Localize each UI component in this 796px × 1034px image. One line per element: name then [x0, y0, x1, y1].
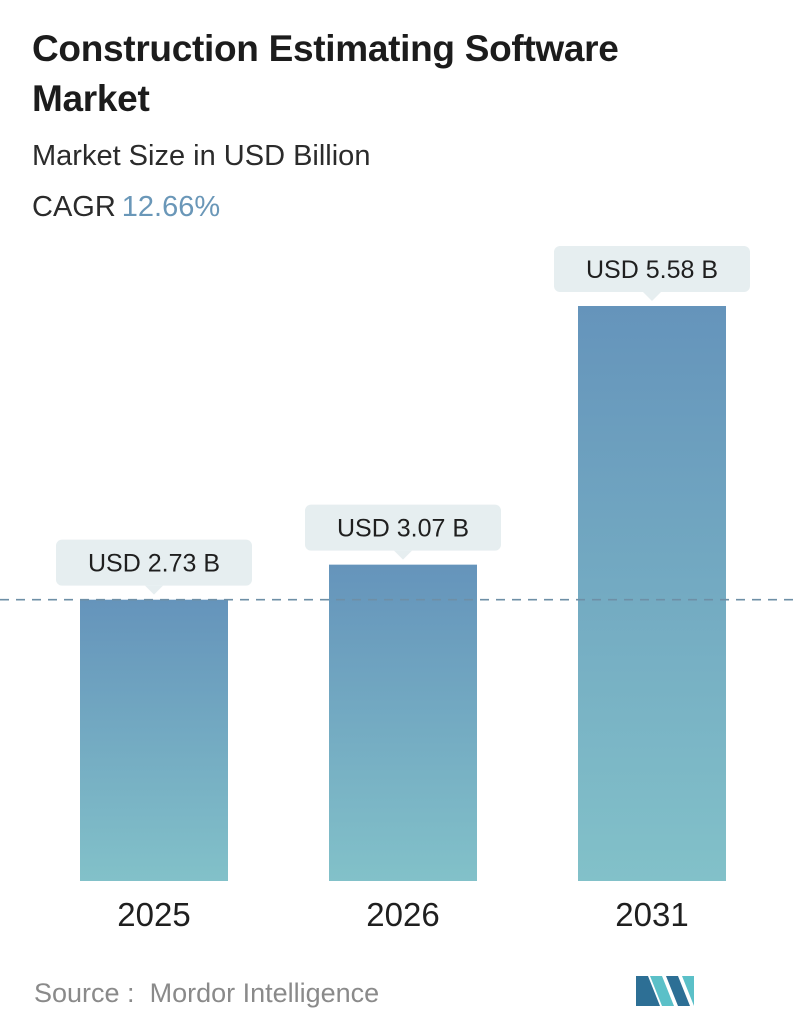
x-axis-ticks: 2025 2026 2031: [117, 896, 688, 933]
x-tick-label-2026: 2026: [366, 896, 439, 933]
data-label-bubble: [554, 246, 750, 292]
bar-2031: [578, 306, 726, 881]
x-tick-label-2025: 2025: [117, 896, 190, 933]
data-label-text: USD 5.58 B: [586, 256, 718, 284]
data-label-text: USD 3.07 B: [337, 515, 469, 543]
chart-subtitle: Market Size in USD Billion: [32, 140, 371, 172]
data-label-pointer: [145, 585, 163, 595]
source-name: Mordor Intelligence: [149, 978, 380, 1008]
x-tick-label-2031: 2031: [615, 896, 688, 933]
bars-layer: [80, 306, 726, 881]
data-label-pointer: [394, 550, 412, 560]
chart-title: Construction Estimating Software Market: [32, 28, 619, 119]
cagr-row: CAGR 12.66%: [32, 191, 220, 224]
data-label-bubble: [56, 539, 252, 586]
data-label-2031: USD 5.58 B: [554, 246, 750, 301]
bar-2026: [329, 564, 477, 881]
mordor-intelligence-logo-icon: [636, 976, 694, 1006]
data-label-2025: USD 2.73 B: [56, 539, 252, 595]
data-labels-layer: USD 2.73 B USD 3.07 B USD 5.58 B: [56, 246, 750, 595]
data-label-text: USD 2.73 B: [88, 550, 220, 578]
cagr-value: 12.66%: [121, 191, 221, 223]
source-line: Source : Mordor Intelligence: [34, 978, 379, 1009]
source-label: Source :: [34, 978, 135, 1008]
data-label-bubble: [305, 504, 501, 551]
data-label-pointer: [643, 292, 661, 301]
cagr-label: CAGR: [32, 191, 116, 223]
data-label-2026: USD 3.07 B: [305, 504, 501, 560]
bar-2025: [80, 599, 228, 881]
